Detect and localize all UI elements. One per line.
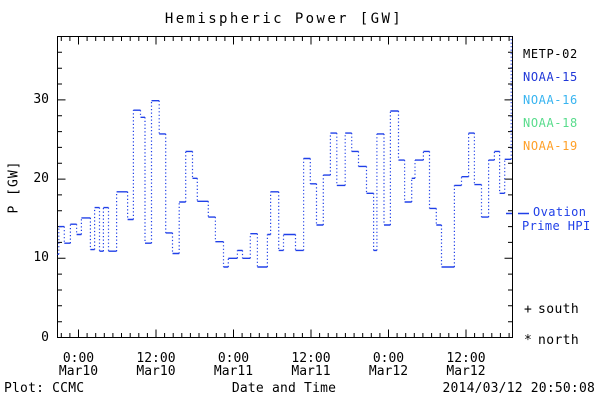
hpi-step-line	[57, 100, 512, 268]
plus-symbol-icon: +	[524, 302, 533, 317]
north-label: north	[538, 333, 580, 348]
y-tick-label-30: 30	[33, 91, 49, 107]
y-axis-label-text: P [GW]	[6, 160, 22, 214]
x-tick-label-Mar12-000: 0:00 Mar12	[368, 351, 409, 379]
y-tick-label-20: 20	[33, 171, 49, 187]
legend-item-metp-02: METP-02	[523, 47, 578, 61]
x-tick-label-Mar12-1200: 12:00 Mar12	[446, 351, 486, 379]
south-symbol-legend: + south	[524, 302, 579, 317]
y-tick-label-10: 10	[33, 250, 49, 266]
legend-item-noaa-18: NOAA-18	[523, 116, 578, 130]
x-tick-label-Mar10-1200: 12:00 Mar10	[136, 351, 176, 379]
asterisk-symbol-icon: *	[524, 333, 533, 348]
y-tick-label-0: 0	[41, 329, 49, 345]
x-tick-label-Mar11-000: 0:00 Mar11	[213, 351, 254, 379]
north-symbol-legend: * north	[524, 333, 579, 348]
x-tick-label-Mar10-000: 0:00 Mar10	[58, 351, 99, 379]
x-axis-title: Date and Time	[231, 381, 337, 396]
plot-timestamp: 2014/03/12 20:50:08	[442, 381, 595, 396]
south-label: south	[538, 302, 580, 317]
legend-item-noaa-15: NOAA-15	[523, 70, 578, 84]
legend-item-noaa-19: NOAA-19	[523, 139, 578, 153]
ovation-legend-line1: Ovation	[533, 205, 587, 219]
legend-item-noaa-16: NOAA-16	[523, 93, 578, 107]
axis-ticks	[57, 36, 513, 338]
x-tick-label-Mar11-1200: 12:00 Mar11	[291, 351, 331, 379]
axes-frame	[57, 36, 513, 338]
plot-credit: Plot: CCMC	[4, 381, 85, 396]
chart-title: Hemispheric Power [GW]	[164, 11, 404, 27]
ovation-legend-line2: Prime HPI	[522, 219, 591, 233]
hpi-step-risers	[58, 36, 512, 267]
